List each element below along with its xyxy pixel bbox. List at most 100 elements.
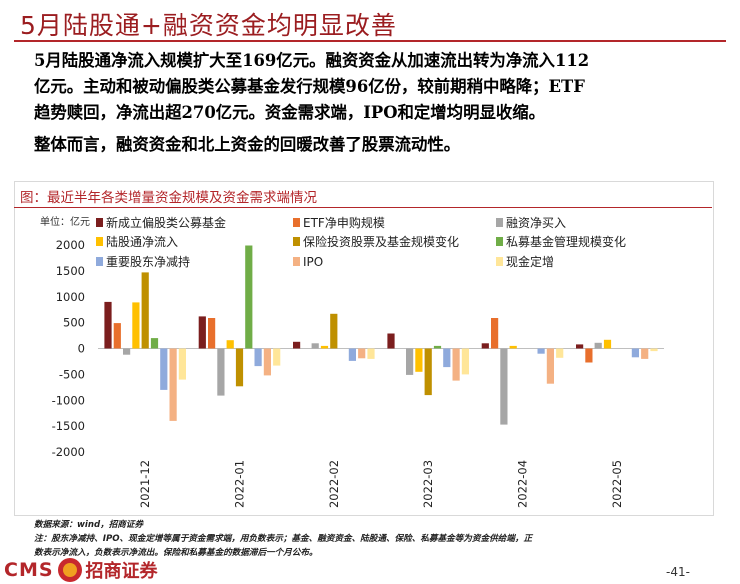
legend-label: 现金定增 (506, 254, 554, 269)
legend-swatch (293, 237, 300, 246)
company-logo: CMS 招商证券 (4, 557, 158, 583)
title-divider (14, 40, 726, 42)
y-tick-label: 2000 (56, 238, 85, 252)
y-tick-label: -2000 (52, 445, 85, 459)
bar (226, 340, 234, 349)
bar (330, 313, 338, 349)
x-tick-label: 2022-02 (327, 460, 341, 508)
bar (367, 348, 375, 359)
bar (491, 318, 499, 349)
legend-label: 陆股通净流入 (106, 234, 178, 249)
bar (387, 333, 395, 349)
unit-label: 单位：亿元 (40, 215, 90, 228)
bar (424, 348, 432, 396)
legend-label: 融资净买入 (506, 216, 566, 230)
bar (104, 301, 112, 349)
bar (461, 348, 469, 375)
paragraph-line-1: 5月陆股通净流入规模扩大至169亿元。融资资金从加速流出转为净流入112 (34, 51, 590, 70)
bar (537, 348, 545, 354)
legend-swatch (496, 218, 503, 227)
x-tick-label: 2022-01 (233, 460, 247, 508)
bar (263, 348, 271, 376)
legend-label: 保险投资股票及基金规模变化 (303, 234, 459, 249)
bar (208, 318, 216, 349)
slide-title: 5月陆股通+融资资金均明显改善 (20, 11, 397, 40)
x-tick-label: 2021-12 (138, 460, 152, 508)
legend-swatch (293, 218, 300, 227)
y-tick-label: 500 (63, 316, 85, 330)
bar (406, 348, 414, 375)
logo-text-cn: 招商证券 (85, 561, 158, 582)
bar (150, 338, 159, 349)
bar (631, 348, 639, 358)
summary-line: 整体而言，融资资金和北上资金的回暖改善了股票流动性。 (34, 135, 461, 154)
y-tick-label: -1000 (52, 393, 85, 407)
bar (576, 344, 584, 349)
bar (433, 345, 442, 349)
legend-swatch (96, 218, 103, 227)
bar (293, 341, 301, 349)
bar (141, 272, 149, 349)
legend-swatch (96, 257, 103, 266)
bar (641, 348, 649, 359)
footnote-line-2: 数表示净流入，负数表示净流出。保险和私募基金的数据滞后一个月公布。 (34, 548, 318, 558)
legend-swatch (496, 257, 503, 266)
bar (178, 348, 186, 380)
y-tick-label: 1000 (56, 290, 85, 304)
bar (443, 348, 451, 368)
bar (320, 345, 329, 349)
bar (123, 348, 131, 355)
footnote-line-1: 注：股东净减持、IPO、现金定增等属于资金需求端，用负数表示；基金、融资资金、陆… (34, 534, 533, 544)
bar (603, 339, 612, 349)
x-tick-label: 2022-05 (610, 460, 624, 508)
bar (132, 302, 140, 349)
bar (254, 348, 262, 367)
bar (452, 348, 460, 381)
legend-label: 重要股东净减持 (106, 254, 190, 269)
x-tick-label: 2022-04 (516, 460, 530, 508)
bar (556, 348, 564, 358)
legend-label: ETF净申购规模 (303, 215, 385, 230)
y-tick-label: 0 (78, 342, 85, 356)
legend-swatch (293, 257, 300, 266)
bar (358, 348, 366, 359)
page-number: -41- (666, 565, 690, 579)
bar (415, 348, 423, 372)
bar (509, 345, 517, 349)
bar (235, 348, 244, 387)
logo-text-en: CMS (4, 559, 54, 581)
legend-swatch (496, 237, 503, 246)
bar (500, 348, 508, 425)
paragraph-line-2: 亿元。主动和被动偏股类公募基金发行规模96亿份，较前期稍中略降；ETF (34, 77, 585, 96)
paragraph-line-3: 趋势赎回，净流出超270亿元。资金需求端，IPO和定增均明显收缩。 (34, 103, 546, 122)
legend-label: IPO (303, 255, 323, 269)
bar (198, 316, 206, 349)
bar (169, 348, 177, 421)
bar (481, 343, 489, 349)
y-tick-label: 1500 (56, 264, 85, 278)
bar (245, 245, 253, 349)
legend-label: 私募基金管理规模变化 (506, 234, 626, 249)
y-tick-label: -500 (59, 367, 85, 381)
chart-caption-divider (14, 207, 712, 208)
legend-swatch (96, 237, 103, 246)
chart-notes: 数据来源：wind，招商证券 注：股东净减持、IPO、现金定增等属于资金需求端，… (34, 518, 532, 560)
bar (160, 348, 168, 390)
bar (217, 348, 225, 396)
commentary-text: 5月陆股通净流入规模扩大至169亿元。融资资金从加速流出转为净流入112 亿元。… (34, 48, 714, 158)
bar (650, 348, 658, 352)
logo-emblem-icon (57, 558, 82, 582)
bar (348, 348, 356, 361)
bar (594, 342, 602, 349)
legend-label: 新成立偏股类公募基金 (106, 215, 226, 230)
bar (546, 348, 554, 384)
bar (311, 343, 319, 349)
bar (585, 348, 593, 363)
bar (113, 323, 121, 349)
chart-caption: 图：最近半年各类增量资金规模及资金需求端情况 (20, 190, 317, 206)
bar (273, 348, 281, 366)
source-note: 数据来源：wind，招商证券 (34, 520, 144, 530)
x-tick-label: 2022-03 (421, 460, 435, 508)
y-tick-label: -1500 (52, 419, 85, 433)
